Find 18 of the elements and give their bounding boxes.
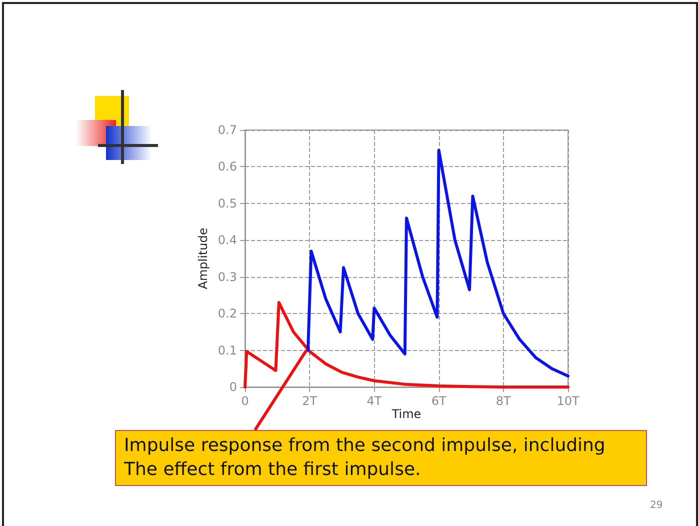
x-tick-label: 8T [496, 394, 512, 408]
annotation: Impulse response from the second impulse, including The effect from the first impulse. [115, 430, 647, 486]
y-tick-label: 0.2 [218, 306, 237, 321]
y-tick-label: 0.1 [218, 343, 237, 358]
x-tick-label: 0 [241, 394, 249, 408]
y-tick-label: 0.5 [218, 196, 237, 210]
x-tick-label: 2T [302, 394, 318, 408]
x-axis-title: Time [390, 406, 422, 421]
y-axis-title: Amplitude [196, 228, 210, 290]
y-tick-label: 0.6 [218, 160, 237, 174]
y-tick-label: 0 [229, 380, 237, 394]
text: 29 [650, 500, 663, 511]
y-tick-label: 0.3 [218, 270, 237, 284]
x-tick-label: 4T [366, 394, 382, 408]
y-tick-label: 0.7 [218, 123, 237, 137]
x-tick-label: 10T [556, 394, 580, 408]
y-tick-label: 0.4 [218, 233, 237, 248]
x-tick-label: 6T [431, 394, 447, 408]
